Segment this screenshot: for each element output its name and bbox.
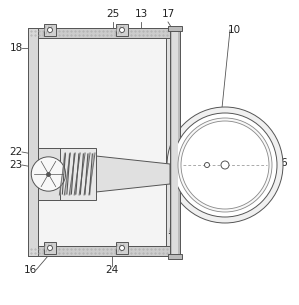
Bar xyxy=(170,28,180,256)
Text: 24: 24 xyxy=(105,265,119,275)
Circle shape xyxy=(48,27,53,33)
Circle shape xyxy=(120,246,124,250)
Text: 25: 25 xyxy=(106,9,120,19)
Bar xyxy=(28,28,176,256)
Bar xyxy=(172,28,178,256)
Bar xyxy=(38,148,60,200)
Polygon shape xyxy=(96,156,170,192)
Circle shape xyxy=(120,27,124,33)
Circle shape xyxy=(205,163,210,167)
Text: 16: 16 xyxy=(23,265,36,275)
Bar xyxy=(38,148,96,200)
Bar xyxy=(168,254,182,259)
Text: 23: 23 xyxy=(9,160,23,170)
Bar xyxy=(38,38,166,246)
Bar xyxy=(168,26,182,31)
Text: 10: 10 xyxy=(228,25,241,35)
Circle shape xyxy=(167,107,283,223)
Circle shape xyxy=(173,113,277,217)
Text: 22: 22 xyxy=(9,147,23,157)
Circle shape xyxy=(181,121,269,209)
Bar xyxy=(28,28,176,38)
Bar xyxy=(116,24,128,36)
Circle shape xyxy=(178,118,272,212)
Text: 18: 18 xyxy=(9,43,23,53)
Circle shape xyxy=(48,246,53,250)
Circle shape xyxy=(221,161,229,169)
Text: 13: 13 xyxy=(134,9,148,19)
Circle shape xyxy=(31,157,65,191)
Bar xyxy=(28,246,176,256)
Bar xyxy=(116,242,128,254)
Text: 6: 6 xyxy=(281,158,287,168)
Text: 7: 7 xyxy=(167,233,173,243)
Text: 17: 17 xyxy=(161,9,175,19)
Bar xyxy=(44,24,56,36)
Bar xyxy=(28,28,38,256)
Bar xyxy=(44,242,56,254)
